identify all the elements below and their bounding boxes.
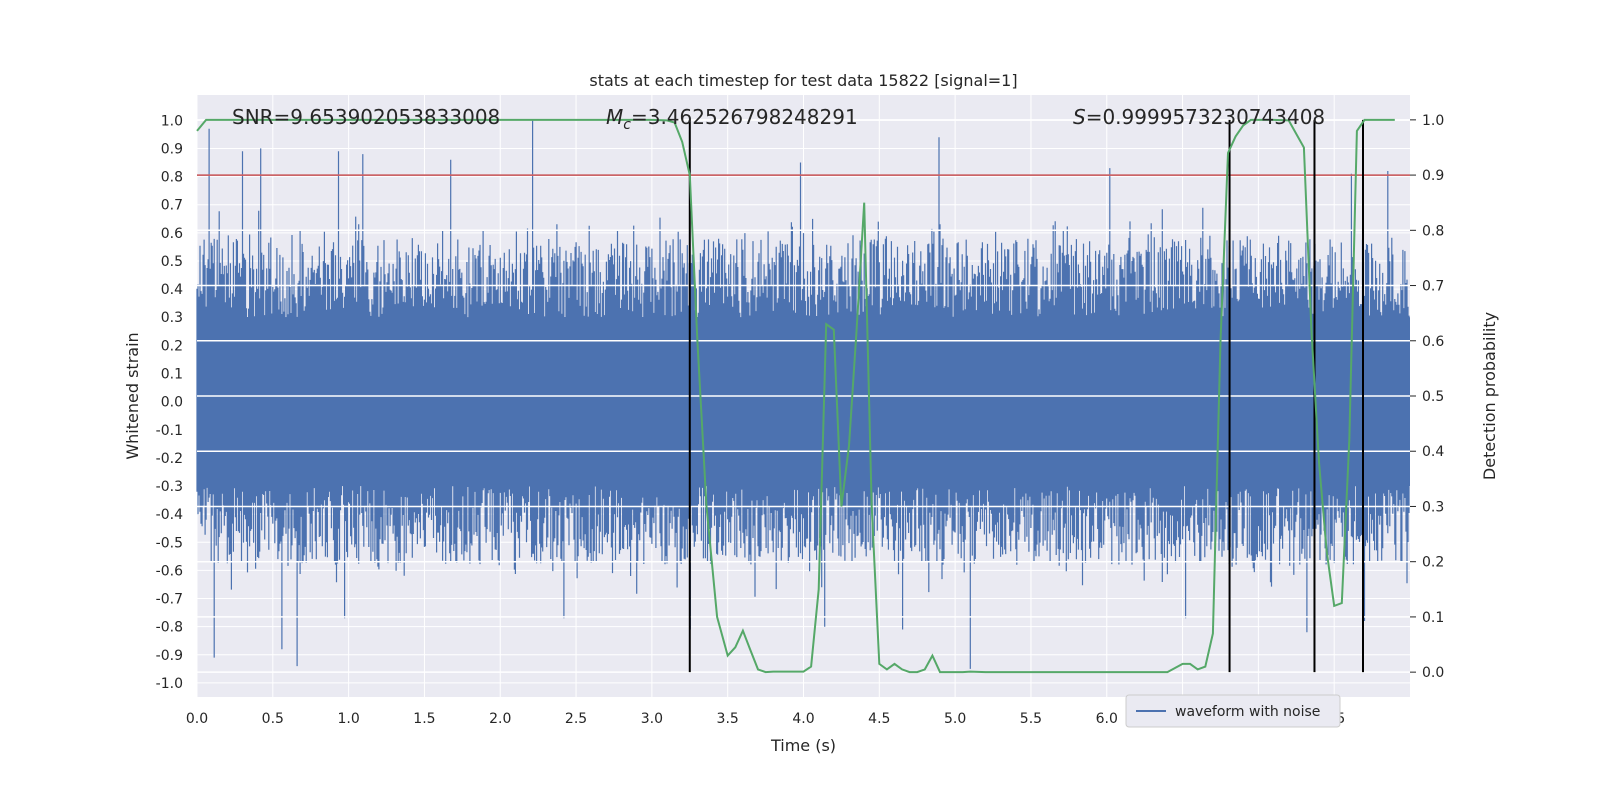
y-axis-ticks: 1.0 0.9 0.8 0.7 0.6 0.5 0.4 0.3 0.2 0.1 0.0 -0.1 -0.… [156,113,183,692]
y-tick-label: -0.6 [156,563,183,579]
y2-tick-label: 0.2 [1422,555,1444,571]
y-tick-label: 0.6 [161,226,183,242]
y-tick-label: 0.0 [161,395,183,411]
x-tick-label: 5.5 [1020,711,1042,727]
y-tick-label: 1.0 [161,113,183,129]
y-tick-label: -0.9 [156,648,183,664]
x-tick-label: 2.5 [565,711,587,727]
y-tick-label: 0.7 [161,198,183,214]
legend-box [1125,694,1341,728]
y-tick-label: -0.7 [156,592,183,608]
y2-tick-label: 0.6 [1422,334,1444,350]
snr-annotation: SNR=9.653902053833008 [232,105,500,129]
y2-tick-label: 0.5 [1422,389,1444,405]
y-tick-label: -0.3 [156,479,183,495]
y-tick-label: -0.5 [156,535,183,551]
legend: waveform with noise [1125,694,1341,728]
x-axis-label: Time (s) [770,736,836,755]
s-symbol: S [1073,105,1086,129]
chart-title: stats at each timestep for test data 158… [589,71,1017,90]
y-tick-label: -0.4 [156,507,183,523]
y2-tick-label: 0.1 [1422,610,1444,626]
y-tick-label: 0.5 [161,254,183,270]
x-tick-label: 2.0 [489,711,511,727]
y-tick-label: -1.0 [156,676,183,692]
y-tick-label: 0.8 [161,170,183,186]
y-tick-label: -0.8 [156,620,183,636]
x-tick-label: 3.5 [717,711,739,727]
y-tick-label: 0.9 [161,141,183,157]
mc-symbol: M [606,105,623,129]
score-annotation: S=0.9999573230743408 [1073,105,1325,129]
series-detection-probability [196,118,1395,674]
y2-tick-label: 0.3 [1422,499,1444,515]
mc-value: =3.462526798248291 [631,105,858,129]
y-tick-label: -0.1 [156,423,183,439]
y2-axis-label: Detection probability [1480,312,1499,480]
x-tick-label: 0.5 [262,711,284,727]
y2-tick-label: 0.4 [1422,444,1444,460]
x-tick-label: 4.5 [868,711,890,727]
y-tick-label: 0.1 [161,366,183,382]
chirp-mass-annotation: Mc=3.462526798248291 [606,105,858,133]
waveform-series [196,120,1410,669]
y-tick-label: -0.2 [156,451,183,467]
y-tick-label: 0.4 [161,282,183,298]
y-axis-label: Whitened strain [123,332,142,459]
x-tick-label: 1.5 [413,711,435,727]
y-tick-label: 0.2 [161,338,183,354]
s-value: =0.9999573230743408 [1086,105,1325,129]
mc-subscript: c [623,117,631,133]
x-tick-label: 4.0 [792,711,814,727]
x-tick-label: 3.0 [641,711,663,727]
x-tick-label: 5.0 [944,711,966,727]
x-tick-label: 6.0 [1096,711,1118,727]
y2-tick-label: 0.7 [1422,279,1444,295]
y-tick-label: 0.3 [161,310,183,326]
y2-tick-label: 1.0 [1422,113,1444,129]
y2-axis-ticks: 1.0 0.9 0.8 0.7 0.6 0.5 0.4 0.3 0.2 0.1 0.0 [1410,113,1444,681]
x-tick-label: 1.0 [337,711,359,727]
y2-tick-label: 0.8 [1422,223,1444,239]
y2-tick-label: 0.9 [1422,168,1444,184]
legend-entry-waveform: waveform with noise [1175,704,1320,720]
x-tick-label: 0.0 [186,711,208,727]
waveform-core [197,317,1410,487]
y2-tick-label: 0.0 [1422,665,1444,681]
